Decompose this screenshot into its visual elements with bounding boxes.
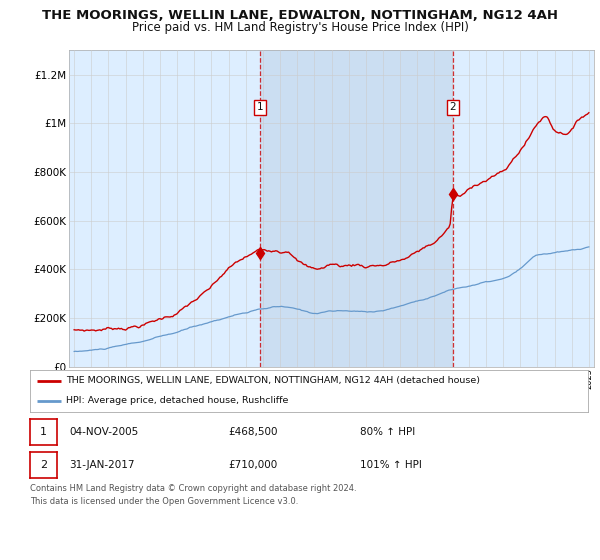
Text: £710,000: £710,000 [228, 460, 277, 470]
Text: 101% ↑ HPI: 101% ↑ HPI [360, 460, 422, 470]
Text: Price paid vs. HM Land Registry's House Price Index (HPI): Price paid vs. HM Land Registry's House … [131, 21, 469, 34]
Text: 2: 2 [449, 102, 456, 113]
Text: 80% ↑ HPI: 80% ↑ HPI [360, 427, 415, 437]
Text: 1: 1 [257, 102, 263, 113]
Text: 04-NOV-2005: 04-NOV-2005 [69, 427, 138, 437]
Text: 1: 1 [40, 427, 47, 437]
Text: £468,500: £468,500 [228, 427, 277, 437]
Text: THE MOORINGS, WELLIN LANE, EDWALTON, NOTTINGHAM, NG12 4AH: THE MOORINGS, WELLIN LANE, EDWALTON, NOT… [42, 9, 558, 22]
Bar [260, 50, 453, 367]
Text: HPI: Average price, detached house, Rushcliffe: HPI: Average price, detached house, Rush… [66, 396, 289, 405]
Text: 2: 2 [40, 460, 47, 470]
Text: Contains HM Land Registry data © Crown copyright and database right 2024.
This d: Contains HM Land Registry data © Crown c… [30, 484, 356, 506]
Text: THE MOORINGS, WELLIN LANE, EDWALTON, NOTTINGHAM, NG12 4AH (detached house): THE MOORINGS, WELLIN LANE, EDWALTON, NOT… [66, 376, 480, 385]
Text: 31-JAN-2017: 31-JAN-2017 [69, 460, 134, 470]
